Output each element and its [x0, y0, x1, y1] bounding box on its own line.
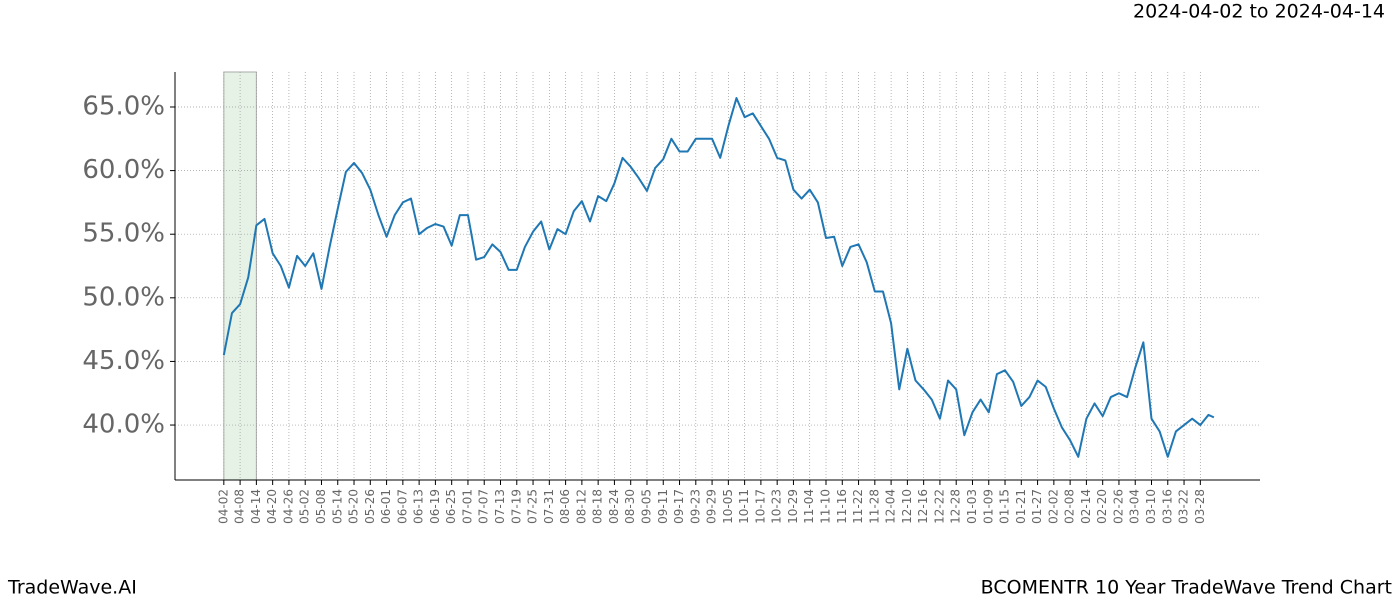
x-tick-label: 03-04 — [1128, 489, 1142, 524]
x-tick-label: 07-01 — [460, 489, 474, 524]
x-tick-label: 05-08 — [314, 489, 328, 524]
y-tick-label: 50.0% — [82, 282, 165, 312]
x-tick-label: 05-20 — [347, 489, 361, 524]
x-tick-label: 10-29 — [786, 489, 800, 524]
x-tick-label: 09-23 — [688, 489, 702, 524]
x-tick-label: 06-01 — [379, 489, 393, 524]
x-tick-label: 03-16 — [1160, 489, 1174, 524]
x-tick-label: 11-16 — [835, 489, 849, 524]
x-tick-label: 07-31 — [542, 489, 556, 524]
x-tick-label: 01-21 — [1014, 489, 1028, 524]
x-tick-label: 08-24 — [607, 489, 621, 524]
x-tick-label: 06-07 — [395, 489, 409, 524]
x-tick-label: 04-08 — [233, 489, 247, 524]
x-tick-label: 02-20 — [1095, 489, 1109, 524]
x-tick-label: 04-02 — [216, 489, 230, 524]
x-tick-label: 09-05 — [639, 489, 653, 524]
x-tick-label: 04-26 — [281, 489, 295, 524]
x-tick-label: 05-26 — [363, 489, 377, 524]
x-tick-label: 11-04 — [802, 489, 816, 524]
x-tick-label: 11-22 — [851, 489, 865, 524]
x-tick-label: 09-11 — [656, 489, 670, 524]
x-tick-label: 02-02 — [1046, 489, 1060, 524]
x-tick-label: 07-13 — [493, 489, 507, 524]
x-tick-label: 05-02 — [298, 489, 312, 524]
x-tick-label: 02-26 — [1111, 489, 1125, 524]
x-tick-label: 07-19 — [509, 489, 523, 524]
y-tick-label: 40.0% — [82, 410, 165, 440]
x-tick-label: 10-05 — [721, 489, 735, 524]
x-tick-label: 07-07 — [477, 489, 491, 524]
x-tick-label: 10-17 — [753, 489, 767, 524]
x-tick-label: 06-19 — [428, 489, 442, 524]
x-tick-label: 10-23 — [770, 489, 784, 524]
x-tick-label: 08-18 — [591, 489, 605, 524]
x-tick-label: 01-09 — [981, 489, 995, 524]
x-tick-label: 10-11 — [737, 489, 751, 524]
x-tick-label: 12-28 — [949, 489, 963, 524]
x-tick-label: 01-03 — [965, 489, 979, 524]
x-tick-label: 01-15 — [998, 489, 1012, 524]
y-tick-label: 60.0% — [82, 155, 165, 185]
x-tick-label: 09-17 — [672, 489, 686, 524]
y-tick-label: 55.0% — [82, 219, 165, 249]
x-tick-label: 04-20 — [265, 489, 279, 524]
x-tick-label: 03-28 — [1193, 489, 1207, 524]
x-tick-label: 08-06 — [558, 489, 572, 524]
x-tick-label: 12-16 — [916, 489, 930, 524]
x-tick-label: 05-14 — [330, 489, 344, 524]
x-tick-label: 07-25 — [526, 489, 540, 524]
x-tick-label: 11-10 — [819, 489, 833, 524]
y-tick-label: 65.0% — [82, 91, 165, 121]
x-tick-label: 02-14 — [1079, 489, 1093, 524]
y-tick-label: 45.0% — [82, 346, 165, 376]
x-tick-label: 12-10 — [900, 489, 914, 524]
x-tick-label: 11-28 — [867, 489, 881, 524]
x-tick-label: 03-22 — [1177, 489, 1191, 524]
x-tick-label: 08-30 — [623, 489, 637, 524]
line — [222, 97, 1215, 458]
x-tick-label: 01-27 — [1030, 489, 1044, 524]
x-tick-label: 06-13 — [412, 489, 426, 524]
x-tick-label: 04-14 — [249, 489, 263, 524]
x-tick-label: 08-12 — [574, 489, 588, 524]
brand: TradeWave.AI — [7, 577, 137, 599]
x-tick-label: 12-04 — [884, 489, 898, 524]
x-tick-label: 03-10 — [1144, 489, 1158, 524]
chart-name: BCOMENTR 10 Year TradeWave Trend Chart — [981, 577, 1392, 599]
chart-title: 2024-04-02 to 2024-04-14 — [1133, 1, 1385, 23]
x-tick-label: 02-08 — [1063, 489, 1077, 524]
x-tick-label: 09-29 — [705, 489, 719, 524]
x-tick-label: 06-25 — [444, 489, 458, 524]
x-tick-label: 12-22 — [932, 489, 946, 524]
